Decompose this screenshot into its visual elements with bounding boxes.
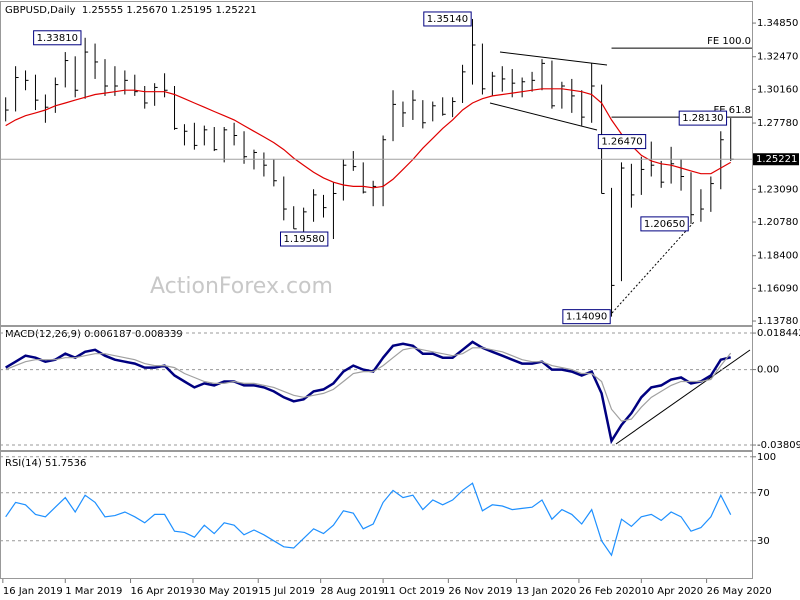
y-tick-label: 70 [757,488,770,499]
x-tick-label: 16 Apr 2019 [131,586,193,597]
annotation-label: 1.26470 [601,137,642,148]
fe-level-label: FE 61.8 [713,105,751,116]
series-line [5,482,732,557]
x-tick-label: 26 Feb 2020 [579,586,641,597]
last-price-label: 1.25221 [756,154,797,165]
y-tick-label: 1.23090 [757,184,798,195]
y-tick-label: -0.038095 [757,440,800,451]
channel-lower [489,102,598,131]
annotation-box [423,11,472,27]
x-tick-label: 10 Apr 2020 [641,586,703,597]
annotation-box [279,231,329,247]
series-line [5,340,731,445]
annotation-box [597,134,647,150]
x-tick-label: 16 Jan 2019 [3,586,63,597]
plot-layer: 1.34850 1.32470 1.30160 1.27780 1.23090 1.207… [0,11,800,597]
annotation-label: 1.33810 [37,33,78,44]
x-tick-label: 11 Oct 2019 [383,586,445,597]
last-price-box [753,153,799,166]
macd-title: MACD(12,26,9) 0.006187 0.008339 [5,329,183,340]
fe-level-label: FE 100.0 [707,36,751,47]
rsi-title: RSI(14) 51.7536 [5,458,86,469]
annotation-label: 1.28130 [682,113,723,124]
annotation-box [678,110,728,126]
y-tick-label: 1.30160 [757,84,798,95]
series-line [5,347,732,422]
series-line [5,88,731,189]
y-tick-label: 1.18400 [757,251,798,262]
annotation-box [562,309,611,325]
annotation-label: 1.14090 [566,312,607,323]
chart-title: GBPUSD,Daily 1.25555 1.25670 1.25195 1.2… [5,5,257,16]
channel-upper [499,51,608,66]
annotation-box [640,216,689,232]
x-tick-label: 13 Jan 2020 [516,586,576,597]
x-tick-label: 1 Mar 2019 [65,586,122,597]
projection-line [611,221,695,314]
annotation-label: 1.20650 [644,219,685,230]
price-panel-frame [0,1,753,326]
y-tick-label: 1.20780 [757,217,798,228]
x-tick-label: 28 Aug 2019 [321,586,385,597]
x-tick-label: 30 May 2019 [193,586,258,597]
x-tick-label: 15 Jul 2019 [258,586,315,597]
y-tick-label: 1.27780 [757,118,798,129]
y-tick-label: 100 [757,452,776,463]
y-tick-label: 1.16090 [757,283,798,294]
y-tick-label: 1.34850 [757,18,798,29]
annotation-label: 1.35140 [427,14,468,25]
x-tick-label: 26 Nov 2019 [448,586,512,597]
y-tick-label: 30 [757,536,770,547]
macd-trendline [615,349,751,445]
annotation-box [33,30,82,46]
rsi-panel-frame [0,451,753,579]
y-tick-label: 0.018442 [757,328,800,339]
watermark: ActionForex.com [150,274,333,299]
y-tick-label: 1.32470 [757,52,798,63]
x-tick-label: 26 May 2020 [707,586,772,597]
annotation-label: 1.19580 [283,234,324,245]
y-tick-label: 1.13780 [757,316,798,327]
macd-panel-frame [0,326,753,451]
y-tick-label: 0.00 [757,365,779,376]
